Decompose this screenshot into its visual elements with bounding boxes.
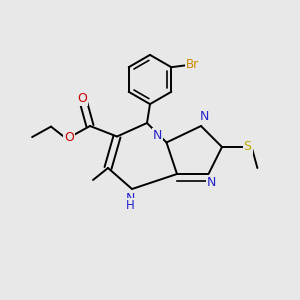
Text: O: O xyxy=(77,92,87,105)
Text: H: H xyxy=(126,199,135,212)
Text: Br: Br xyxy=(186,58,200,71)
Text: O: O xyxy=(64,131,74,144)
Text: S: S xyxy=(244,140,251,154)
Text: N: N xyxy=(199,110,209,124)
Text: N: N xyxy=(207,176,216,190)
Text: N: N xyxy=(153,129,162,142)
Text: N: N xyxy=(126,192,135,205)
